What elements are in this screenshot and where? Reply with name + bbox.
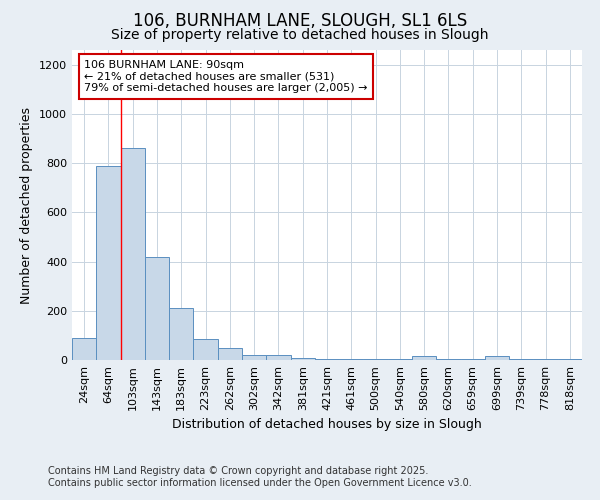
Text: Contains HM Land Registry data © Crown copyright and database right 2025.
Contai: Contains HM Land Registry data © Crown c… bbox=[48, 466, 472, 487]
Bar bbox=[412, 356, 436, 360]
Bar bbox=[339, 359, 364, 360]
Bar bbox=[533, 359, 558, 360]
Bar bbox=[121, 148, 145, 360]
Bar bbox=[364, 359, 388, 360]
Text: 106, BURNHAM LANE, SLOUGH, SL1 6LS: 106, BURNHAM LANE, SLOUGH, SL1 6LS bbox=[133, 12, 467, 30]
Bar bbox=[96, 166, 121, 360]
Text: Size of property relative to detached houses in Slough: Size of property relative to detached ho… bbox=[111, 28, 489, 42]
Bar bbox=[290, 358, 315, 360]
Bar bbox=[485, 356, 509, 360]
Y-axis label: Number of detached properties: Number of detached properties bbox=[20, 106, 34, 304]
Text: 106 BURNHAM LANE: 90sqm
← 21% of detached houses are smaller (531)
79% of semi-d: 106 BURNHAM LANE: 90sqm ← 21% of detache… bbox=[84, 60, 368, 93]
Bar bbox=[242, 355, 266, 360]
Bar bbox=[266, 355, 290, 360]
Bar bbox=[461, 359, 485, 360]
Bar bbox=[169, 308, 193, 360]
Bar bbox=[193, 339, 218, 360]
Bar bbox=[436, 359, 461, 360]
Bar bbox=[145, 256, 169, 360]
Bar bbox=[218, 348, 242, 360]
Bar bbox=[315, 359, 339, 360]
Bar bbox=[72, 338, 96, 360]
X-axis label: Distribution of detached houses by size in Slough: Distribution of detached houses by size … bbox=[172, 418, 482, 432]
Bar bbox=[558, 359, 582, 360]
Bar bbox=[388, 359, 412, 360]
Bar bbox=[509, 359, 533, 360]
